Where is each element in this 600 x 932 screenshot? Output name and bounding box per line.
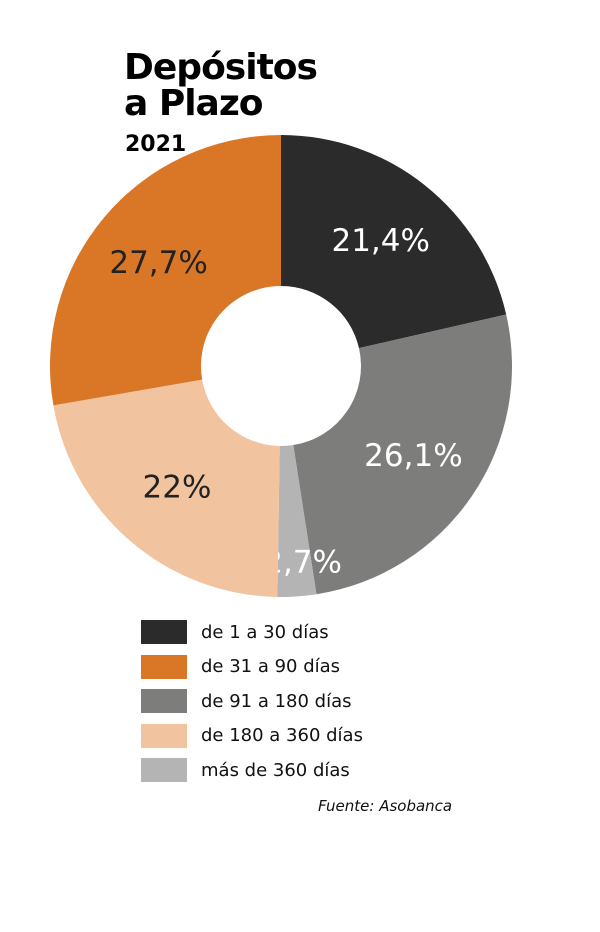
legend-item-1: de 31 a 90 días <box>141 654 363 679</box>
slice-4 <box>50 135 281 406</box>
chart-legend: de 1 a 30 días de 31 a 90 días de 91 a 180… <box>141 620 363 793</box>
legend-label: más de 360 días <box>201 759 350 781</box>
slice-0 <box>281 135 507 349</box>
slice-label-3: 22% <box>143 470 212 506</box>
legend-label: de 91 a 180 días <box>201 690 352 712</box>
legend-label: de 180 a 360 días <box>201 725 363 746</box>
legend-label: de 31 a 90 días <box>201 656 341 677</box>
slice-1 <box>293 314 512 595</box>
slice-2 <box>277 445 317 597</box>
chart-subtitle: 2021 <box>125 132 187 157</box>
legend-swatch <box>141 689 187 713</box>
slice-label-0: 21,4% <box>331 223 429 259</box>
slice-3 <box>53 379 280 597</box>
legend-label: de 1 a 30 días <box>201 621 329 643</box>
legend-swatch <box>141 758 187 782</box>
slice-label-1: 26,1% <box>364 438 462 474</box>
chart-title-line-2: a Plazo <box>124 83 264 124</box>
legend-item-4: más de 360 días <box>141 758 363 782</box>
legend-item-0: de 1 a 30 días <box>141 620 363 644</box>
source-note: Fuente: Asobanca <box>318 797 453 815</box>
legend-swatch <box>141 620 187 644</box>
chart-title-line-1: Depósitos <box>124 47 318 88</box>
legend-swatch <box>141 654 187 679</box>
slice-label-4: 27,7% <box>109 245 207 281</box>
chart-title: Depósitos a Plazo <box>124 47 318 124</box>
legend-item-2: de 91 a 180 días <box>141 689 363 713</box>
legend-item-3: de 180 a 360 días <box>141 723 363 748</box>
legend-swatch <box>141 723 187 748</box>
